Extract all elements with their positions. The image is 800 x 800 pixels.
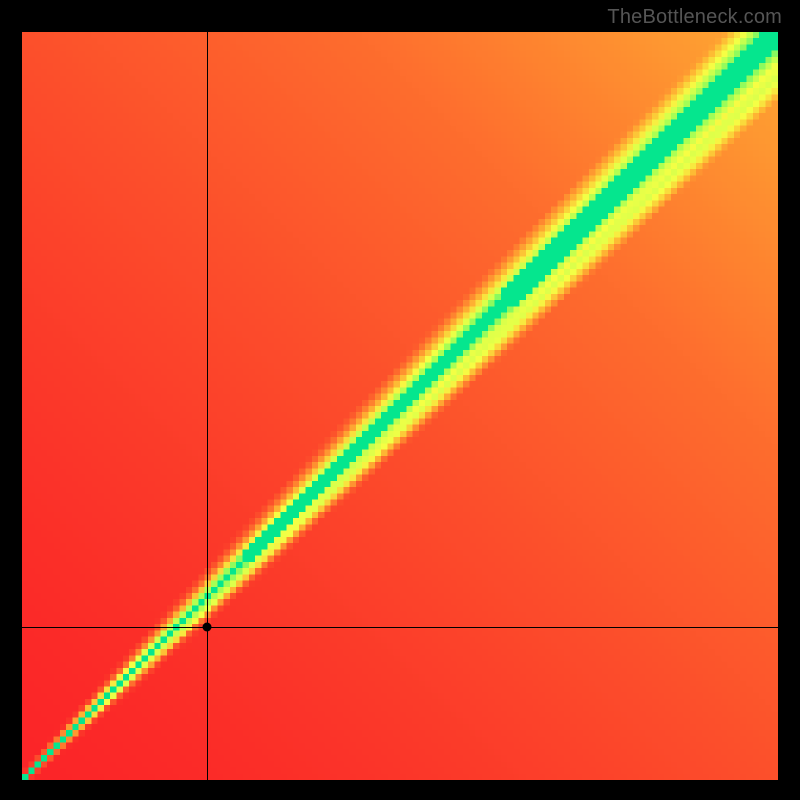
heatmap-plot bbox=[22, 32, 778, 780]
crosshair-vertical bbox=[207, 32, 208, 780]
plot-frame bbox=[22, 32, 778, 780]
heatmap-canvas bbox=[22, 32, 778, 780]
marker-dot bbox=[203, 622, 212, 631]
watermark-text: TheBottleneck.com bbox=[607, 6, 782, 29]
crosshair-horizontal bbox=[22, 627, 778, 628]
figure-container: TheBottleneck.com bbox=[0, 0, 800, 800]
